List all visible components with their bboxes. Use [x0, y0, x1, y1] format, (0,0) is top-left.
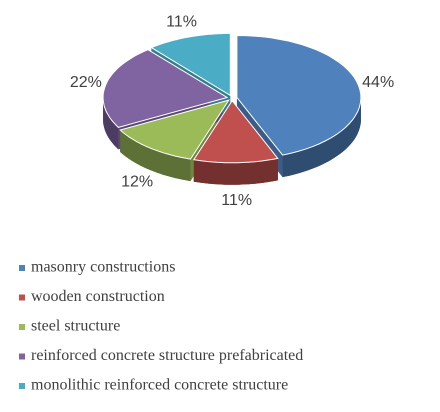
data-label: 22% [70, 74, 102, 91]
data-label: 44% [362, 74, 394, 91]
data-label: 11% [166, 13, 197, 30]
slice [236, 34, 362, 156]
data-label: 11% [221, 192, 252, 209]
slice [102, 49, 229, 128]
data-label: 12% [121, 173, 153, 190]
legend-label: monolithic reinforced concrete structure [31, 377, 288, 394]
legend-swatch [19, 353, 25, 360]
legend-label: reinforced concrete structure prefabrica… [31, 347, 303, 364]
legend-swatch [19, 294, 25, 301]
slice-side [193, 158, 278, 185]
slice [119, 99, 230, 160]
legend-swatch [19, 265, 25, 271]
slice-side [282, 97, 361, 178]
slice-side [103, 97, 119, 150]
legend-swatch [19, 324, 25, 330]
slice [150, 32, 231, 97]
slice [192, 99, 279, 164]
legend-label: masonry constructions [31, 259, 175, 276]
legend-swatch [19, 383, 25, 389]
legend-label: steel structure [31, 318, 120, 335]
legend-label: wooden construction [31, 288, 165, 305]
